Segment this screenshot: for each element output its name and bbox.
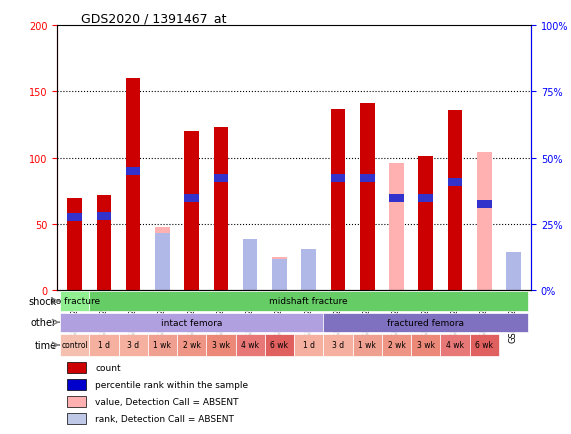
FancyBboxPatch shape — [323, 334, 352, 356]
Bar — [96, 213, 111, 220]
Bar — [126, 168, 140, 176]
Bar — [96, 195, 111, 291]
Text: count: count — [95, 363, 120, 372]
Bar — [301, 251, 316, 291]
Text: shock: shock — [29, 296, 57, 306]
Bar — [477, 201, 492, 209]
Text: 1 d: 1 d — [98, 341, 110, 350]
Text: 1 wk: 1 wk — [154, 341, 171, 350]
Text: 3 wk: 3 wk — [212, 341, 230, 350]
Text: percentile rank within the sample: percentile rank within the sample — [95, 380, 248, 389]
Text: GDS2020 / 1391467_at: GDS2020 / 1391467_at — [81, 12, 226, 25]
Bar — [126, 79, 140, 291]
Text: midshaft fracture: midshaft fracture — [270, 297, 348, 306]
Text: 2 wk: 2 wk — [388, 341, 405, 350]
Bar — [272, 258, 287, 291]
FancyBboxPatch shape — [89, 292, 528, 311]
Bar — [67, 362, 86, 373]
Text: no fracture: no fracture — [50, 297, 100, 306]
Bar — [155, 227, 170, 291]
Bar — [448, 111, 463, 291]
Bar — [506, 252, 521, 291]
FancyBboxPatch shape — [119, 334, 148, 356]
Text: 2 wk: 2 wk — [183, 341, 200, 350]
FancyBboxPatch shape — [382, 334, 411, 356]
Text: 1 wk: 1 wk — [358, 341, 376, 350]
Bar — [272, 259, 287, 291]
Bar — [477, 153, 492, 291]
Bar — [96, 195, 111, 291]
Bar — [67, 396, 86, 407]
Text: 6 wk: 6 wk — [271, 341, 288, 350]
Text: control: control — [61, 341, 88, 350]
FancyBboxPatch shape — [60, 334, 89, 356]
Bar — [419, 157, 433, 291]
FancyBboxPatch shape — [177, 334, 206, 356]
Bar — [184, 194, 199, 202]
FancyBboxPatch shape — [89, 334, 119, 356]
Bar — [184, 132, 199, 291]
Bar — [243, 239, 258, 291]
FancyBboxPatch shape — [440, 334, 469, 356]
Text: 6 wk: 6 wk — [475, 341, 493, 350]
Bar — [243, 264, 258, 291]
Bar — [360, 174, 375, 182]
FancyBboxPatch shape — [148, 334, 177, 356]
Text: other: other — [30, 318, 57, 328]
Text: 3 wk: 3 wk — [417, 341, 435, 350]
Text: value, Detection Call = ABSENT: value, Detection Call = ABSENT — [95, 397, 239, 406]
FancyBboxPatch shape — [60, 313, 323, 332]
Text: 4 wk: 4 wk — [446, 341, 464, 350]
Bar — [67, 198, 82, 291]
FancyBboxPatch shape — [60, 292, 89, 311]
Bar — [448, 178, 463, 186]
Text: 3 d: 3 d — [127, 341, 139, 350]
Text: fractured femora: fractured femora — [387, 318, 464, 327]
Bar — [419, 194, 433, 202]
Text: rank, Detection Call = ABSENT: rank, Detection Call = ABSENT — [95, 414, 234, 423]
FancyBboxPatch shape — [206, 334, 236, 356]
Text: time: time — [34, 340, 57, 350]
Bar — [67, 413, 86, 424]
Bar — [214, 174, 228, 182]
Bar — [301, 250, 316, 291]
Text: 3 d: 3 d — [332, 341, 344, 350]
Bar — [389, 164, 404, 291]
Bar — [67, 379, 86, 390]
FancyBboxPatch shape — [265, 334, 294, 356]
FancyBboxPatch shape — [323, 313, 528, 332]
Bar — [67, 198, 82, 291]
Bar — [360, 104, 375, 291]
Bar — [389, 194, 404, 202]
Bar — [67, 214, 82, 222]
FancyBboxPatch shape — [236, 334, 265, 356]
Text: 4 wk: 4 wk — [241, 341, 259, 350]
FancyBboxPatch shape — [411, 334, 440, 356]
Text: 1 d: 1 d — [303, 341, 315, 350]
Bar — [331, 109, 345, 291]
FancyBboxPatch shape — [352, 334, 382, 356]
FancyBboxPatch shape — [294, 334, 323, 356]
Bar — [214, 128, 228, 291]
Text: intact femora: intact femora — [161, 318, 222, 327]
Bar — [331, 174, 345, 182]
FancyBboxPatch shape — [469, 334, 499, 356]
Bar — [155, 234, 170, 291]
